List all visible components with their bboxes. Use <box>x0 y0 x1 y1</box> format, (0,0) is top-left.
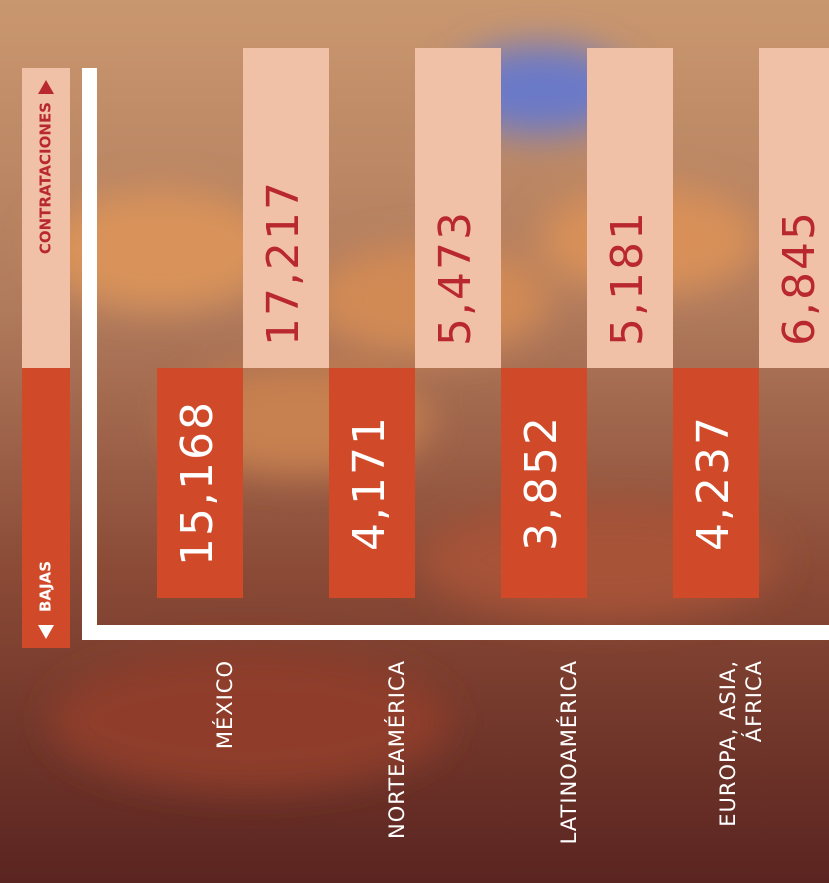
category-label: EUROPA, ASIA, ÁFRICA <box>716 660 766 827</box>
bar <box>415 48 501 368</box>
bar <box>243 48 329 368</box>
bar <box>673 368 759 598</box>
category-label: LATINOAMÉRICA <box>557 660 581 845</box>
bar <box>501 368 587 598</box>
value-label: 6,845 <box>774 210 825 346</box>
legend-contrataciones <box>22 68 70 368</box>
value-label: 5,473 <box>430 210 481 346</box>
value-label: 4,171 <box>344 415 395 551</box>
axis-vertical <box>82 68 97 640</box>
bar <box>329 368 415 598</box>
legend-bajas <box>22 368 70 648</box>
arrow-down <box>38 625 54 639</box>
bar <box>759 48 829 368</box>
category-label: NORTEAMÉRICA <box>385 660 409 839</box>
arrow-up <box>38 80 54 94</box>
value-label: 4,237 <box>688 415 739 551</box>
value-label: 5,181 <box>602 210 653 346</box>
value-label: 3,852 <box>516 415 567 551</box>
legend-label: CONTRATACIONES <box>37 102 55 254</box>
value-label: 15,168 <box>172 400 223 566</box>
legend-label: BAJAS <box>37 561 55 612</box>
category-label: MÉXICO <box>213 660 237 750</box>
bar <box>157 368 243 598</box>
bar <box>587 48 673 368</box>
value-label: 17,217 <box>258 180 309 346</box>
axis-baseline <box>82 625 829 640</box>
